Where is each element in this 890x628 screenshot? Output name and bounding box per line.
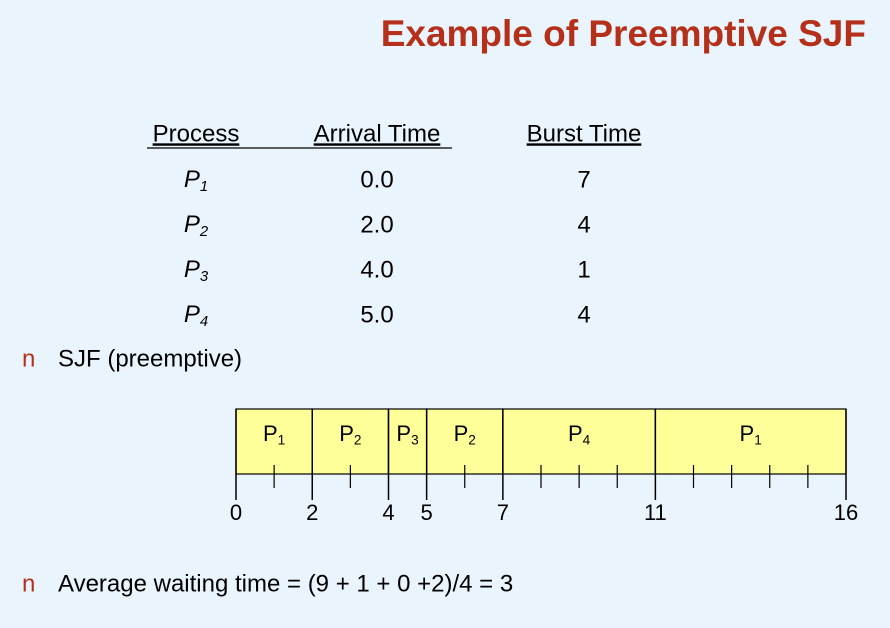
bullet-text: SJF (preemptive) xyxy=(58,345,242,372)
process-sub: 2 xyxy=(468,432,476,447)
process-base: P xyxy=(263,421,278,446)
process-label: P1 xyxy=(740,421,762,447)
process-sub: 2 xyxy=(199,224,209,240)
process-label: P2 xyxy=(454,421,476,447)
process-label: P2 xyxy=(184,211,209,240)
process-base: P xyxy=(184,211,200,238)
table-cell: 4 xyxy=(577,211,590,238)
process-base: P xyxy=(454,421,469,446)
process-label: P4 xyxy=(568,421,591,447)
tick-label: 7 xyxy=(497,500,509,525)
process-label: P3 xyxy=(184,256,209,285)
process-base: P xyxy=(740,421,755,446)
table-cell: 2.0 xyxy=(360,211,393,238)
process-base: P xyxy=(184,301,200,328)
process-label: P3 xyxy=(396,421,418,447)
process-sub: 4 xyxy=(200,314,208,330)
gantt-segment xyxy=(426,408,504,475)
process-sub: 1 xyxy=(200,179,208,195)
bullet-text: Average waiting time = (9 + 1 + 0 +2)/4 … xyxy=(58,570,513,597)
bullet-marker: n xyxy=(22,570,35,597)
table-cell: 5.0 xyxy=(360,301,393,328)
table-cell: 4.0 xyxy=(360,256,393,283)
process-sub: 3 xyxy=(411,432,419,447)
table-header: Process xyxy=(153,120,240,147)
tick-label: 4 xyxy=(382,500,394,525)
tick-label: 16 xyxy=(834,500,858,525)
process-label: P2 xyxy=(339,421,361,447)
table-cell: 0.0 xyxy=(360,166,393,193)
tick-label: 2 xyxy=(306,500,318,525)
tick-label: 11 xyxy=(644,500,667,525)
process-label: P1 xyxy=(263,421,285,447)
tick-label: 5 xyxy=(421,500,433,525)
process-sub: 4 xyxy=(583,432,591,447)
tick-label: 0 xyxy=(230,500,242,525)
process-sub: 1 xyxy=(754,432,762,447)
table-header: Burst Time xyxy=(527,120,642,147)
gantt-segment xyxy=(654,408,847,475)
process-label: P1 xyxy=(184,166,208,195)
process-base: P xyxy=(184,256,200,283)
table-cell: 4 xyxy=(577,301,590,328)
table-header: Arrival Time xyxy=(314,120,441,147)
process-base: P xyxy=(568,421,583,446)
process-label: P4 xyxy=(184,301,208,330)
table-cell: 1 xyxy=(577,256,590,283)
process-sub: 1 xyxy=(278,432,286,447)
slide-title: Example of Preemptive SJF xyxy=(381,13,866,54)
process-sub: 3 xyxy=(200,269,209,285)
process-base: P xyxy=(396,421,411,446)
gantt-segment xyxy=(311,408,390,475)
table-cell: 7 xyxy=(577,166,590,193)
process-base: P xyxy=(184,166,200,193)
process-sub: 2 xyxy=(354,432,362,447)
process-base: P xyxy=(339,421,354,446)
bullet-marker: n xyxy=(22,345,35,372)
